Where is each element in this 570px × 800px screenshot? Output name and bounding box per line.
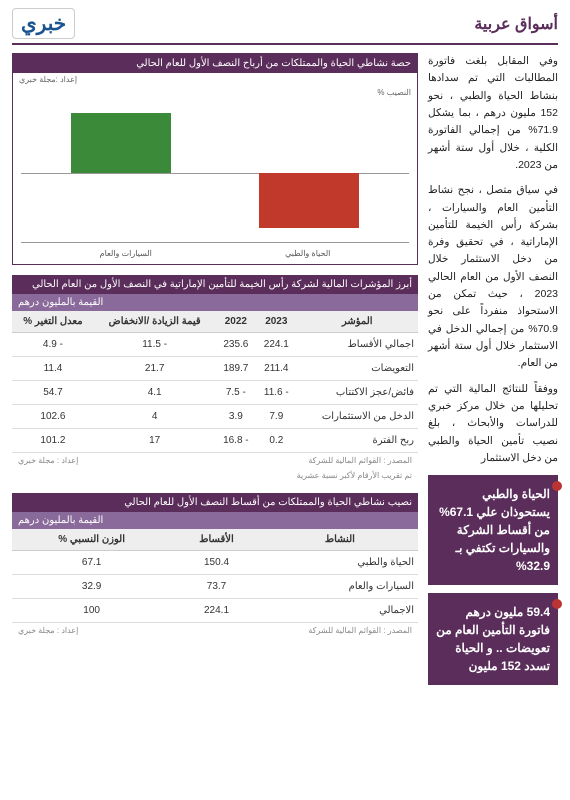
highlight-1: الحياة والطبي يستحوذان علي 67.1% من أقسا… (428, 475, 558, 585)
table-cell: 7.5 - (215, 381, 256, 405)
table-row: التعويضات211.4189.721.711.4 (12, 357, 418, 381)
table-cell: 100 (12, 599, 171, 623)
table1-container: أبرز المؤشرات المالية لشركة رأس الخيمة ل… (12, 275, 418, 483)
table-cell: 11.4 (12, 357, 94, 381)
table-cell: ربح الفترة (296, 429, 418, 453)
article-p2: في سياق متصل ، نجح نشاط التأمين العام وا… (428, 182, 558, 372)
chart-x-labels: الحياة والطبي السيارات والعام (13, 247, 417, 264)
table1-h3: قيمة الزيادة /الانخفاض (94, 311, 216, 333)
table-cell: 4.1 (94, 381, 216, 405)
table-cell: 0.2 (256, 429, 296, 453)
table-row: الحياة والطبي150.467.1 (12, 551, 418, 575)
table2-title: نصيب نشاطي الحياة والممتلكات من أقساط ال… (12, 493, 418, 512)
table-cell: 3.9 (215, 405, 256, 429)
table1-src1: المصدر : القوائم المالية للشركة (291, 453, 418, 468)
table-cell: 224.1 (171, 599, 262, 623)
table2-h1: الأقساط (171, 529, 262, 551)
table2-h0: النشاط (262, 529, 418, 551)
chart-series-label: النصيب % (13, 86, 417, 99)
table-cell: 16.8 - (215, 429, 256, 453)
article-p3: ووفقاً للنتائج المالية التي تم تحليلها م… (428, 381, 558, 468)
table-row: السيارات والعام73.732.9 (12, 575, 418, 599)
table1-h0: المؤشر (296, 311, 418, 333)
table1: المؤشر 2023 2022 قيمة الزيادة /الانخفاض … (12, 311, 418, 453)
table1-h2: 2022 (215, 311, 256, 333)
table-cell: 235.6 (215, 333, 256, 357)
table-cell: 11.6 - (256, 381, 296, 405)
table-cell: 4 (94, 405, 216, 429)
table1-h4: معدل التغير % (12, 311, 94, 333)
table-cell: 101.2 (12, 429, 94, 453)
table-row: ربح الفترة0.216.8 -17101.2 (12, 429, 418, 453)
table-cell: 102.6 (12, 405, 94, 429)
table-cell: فائض/عجز الاكتتاب (296, 381, 418, 405)
bar-life-medical (71, 113, 171, 173)
table1-credit: إعداد : مجلة خبري (12, 453, 84, 483)
table-cell: الحياة والطبي (262, 551, 418, 575)
chart-source: إعداد :مجلة خبري (13, 73, 417, 86)
table-cell: 7.9 (256, 405, 296, 429)
table2-credit: إعداد : مجلة خبري (12, 623, 84, 638)
article-p1: وفي المقابل بلغت فاتورة المطالبات التي ت… (428, 53, 558, 174)
table-row: الدخل من الاستثمارات7.93.94102.6 (12, 405, 418, 429)
chart-container: حصة نشاطي الحياة والممتلكات من أرباح الن… (12, 53, 418, 265)
table1-src2: تم تقريب الأرقام لأكبر نسبة عشرية (291, 468, 418, 483)
logo: خبري (12, 8, 75, 39)
table-cell: 73.7 (171, 575, 262, 599)
table2-unit: القيمة بالمليون درهم (12, 512, 418, 529)
table-cell: 11.5 - (94, 333, 216, 357)
highlight-2: 59.4 مليون درهم فاتورة التأمين العام من … (428, 593, 558, 685)
table-cell: 224.1 (256, 333, 296, 357)
table-row: الاجمالي224.1100 (12, 599, 418, 623)
table-cell: 54.7 (12, 381, 94, 405)
table-cell: الدخل من الاستثمارات (296, 405, 418, 429)
table2-h2: الوزن النسبي % (12, 529, 171, 551)
table-cell: 32.9 (12, 575, 171, 599)
page-header: أسواق عربية خبري (12, 8, 558, 45)
table2: النشاط الأقساط الوزن النسبي % الحياة وال… (12, 529, 418, 623)
bar-cars-general (259, 173, 359, 228)
chart-label-2: السيارات والعام (100, 249, 152, 258)
table-cell: السيارات والعام (262, 575, 418, 599)
table-row: فائض/عجز الاكتتاب11.6 -7.5 -4.154.7 (12, 381, 418, 405)
table-cell: 189.7 (215, 357, 256, 381)
chart-title: حصة نشاطي الحياة والممتلكات من أرباح الن… (13, 54, 417, 73)
table-cell: 211.4 (256, 357, 296, 381)
table-cell: الاجمالي (262, 599, 418, 623)
chart-label-1: الحياة والطبي (285, 249, 330, 258)
table2-container: نصيب نشاطي الحياة والممتلكات من أقساط ال… (12, 493, 418, 638)
table-cell: 17 (94, 429, 216, 453)
table-cell: اجمالي الأقساط (296, 333, 418, 357)
table-cell: 150.4 (171, 551, 262, 575)
table-cell: التعويضات (296, 357, 418, 381)
table-row: اجمالي الأقساط224.1235.611.5 -4.9 - (12, 333, 418, 357)
table-cell: 4.9 - (12, 333, 94, 357)
table2-header-row: النشاط الأقساط الوزن النسبي % (12, 529, 418, 551)
table1-h1: 2023 (256, 311, 296, 333)
table-cell: 67.1 (12, 551, 171, 575)
table-cell: 21.7 (94, 357, 216, 381)
table1-unit: القيمة بالمليون درهم (12, 294, 418, 311)
table1-title: أبرز المؤشرات المالية لشركة رأس الخيمة ل… (12, 275, 418, 294)
section-title: أسواق عربية (474, 14, 558, 34)
chart-area (21, 103, 409, 243)
table2-src: المصدر : القوائم المالية للشركة (302, 623, 418, 638)
table1-header-row: المؤشر 2023 2022 قيمة الزيادة /الانخفاض … (12, 311, 418, 333)
